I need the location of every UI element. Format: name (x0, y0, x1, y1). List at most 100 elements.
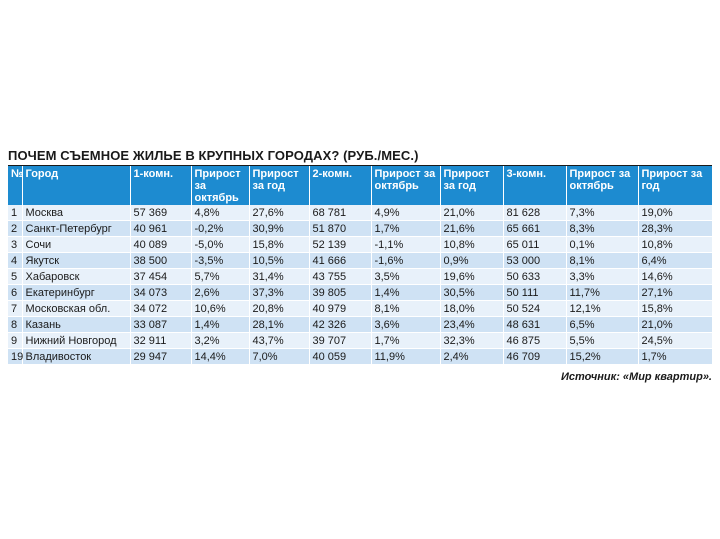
table-cell: 23,4% (439, 316, 503, 333)
table-cell: 50 633 (502, 268, 566, 285)
table-cell: 9 (8, 332, 22, 349)
table-cell: 46 709 (502, 348, 566, 365)
table-cell: 28,3% (637, 220, 712, 237)
table-cell: 8,3% (565, 220, 638, 237)
table-row: 1 Москва 57 369 4,8% 27,6% 68 781 4,9% 21,0% 81 … (8, 205, 712, 221)
table-cell: 19,0% (637, 205, 712, 221)
table-cell: 34 072 (129, 300, 191, 317)
table-cell: 5,5% (565, 332, 638, 349)
table-cell: 3 (8, 236, 22, 253)
table-cell: 12,1% (565, 300, 638, 317)
table-cell: 15,2% (565, 348, 638, 365)
table-cell: 18,0% (439, 300, 503, 317)
table-cell: 4,9% (370, 205, 440, 221)
city-cell: Якутск (21, 252, 130, 269)
table-cell: 29 947 (129, 348, 191, 365)
table-cell: 0,9% (439, 252, 503, 269)
table-cell: 21,6% (439, 220, 503, 237)
table-cell: 7,3% (565, 205, 638, 221)
column-header: № (8, 166, 23, 205)
table-cell: -0,2% (190, 220, 249, 237)
table-cell: 31,4% (248, 268, 309, 285)
column-header: Прирост за год (439, 166, 503, 205)
table-cell: 15,8% (248, 236, 309, 253)
rent-table-figure: ПОЧЕМ СЪЕМНОЕ ЖИЛЬЕ В КРУПНЫХ ГОРОДАХ? (… (8, 148, 712, 383)
column-header: 2-комн. (308, 166, 371, 205)
table-cell: 1,7% (637, 348, 712, 365)
column-header: Прирост за октябрь (565, 166, 638, 205)
table-cell: 3,5% (370, 268, 440, 285)
city-cell: Владивосток (21, 348, 130, 365)
city-cell: Казань (21, 316, 130, 333)
table-cell: 24,5% (637, 332, 712, 349)
table-cell: 10,8% (637, 236, 712, 253)
table-cell: 21,0% (637, 316, 712, 333)
table-cell: 39 805 (308, 284, 371, 301)
table-cell: 46 875 (502, 332, 566, 349)
table-cell: 15,8% (637, 300, 712, 317)
table-cell: 1,4% (190, 316, 249, 333)
table-cell: 21,0% (439, 205, 503, 221)
column-header: Прирост за октябрь (190, 166, 249, 205)
table-cell: 53 000 (502, 252, 566, 269)
table-cell: 51 870 (308, 220, 371, 237)
table-cell: 5,7% (190, 268, 249, 285)
table-cell: 39 707 (308, 332, 371, 349)
table-cell: 38 500 (129, 252, 191, 269)
table-title: ПОЧЕМ СЪЕМНОЕ ЖИЛЬЕ В КРУПНЫХ ГОРОДАХ? (… (8, 148, 712, 166)
table-cell: 11,7% (565, 284, 638, 301)
table-cell: 50 524 (502, 300, 566, 317)
city-cell: Хабаровск (21, 268, 130, 285)
column-header: Прирост за октябрь (370, 166, 440, 205)
table-cell: 1,7% (370, 332, 440, 349)
table-cell: 7 (8, 300, 22, 317)
table-row: 2 Санкт-Петербург 40 961 -0,2% 30,9% 51 870 1,… (8, 220, 712, 237)
table-cell: 3,2% (190, 332, 249, 349)
table-cell: 32,3% (439, 332, 503, 349)
table-cell: 27,6% (248, 205, 309, 221)
table-cell: 6,5% (565, 316, 638, 333)
city-cell: Нижний Новгород (21, 332, 130, 349)
table-cell: 6,4% (637, 252, 712, 269)
table-cell: 28,1% (248, 316, 309, 333)
table-cell: 7,0% (248, 348, 309, 365)
column-header: 1-комн. (129, 166, 191, 205)
table-cell: 41 666 (308, 252, 371, 269)
table-row: 6 Екатеринбург 34 073 2,6% 37,3% 39 805 1,4% 30… (8, 284, 712, 301)
table-cell: 50 111 (502, 284, 566, 301)
table-cell: 4,8% (190, 205, 249, 221)
table-cell: 1 (8, 205, 22, 221)
table-cell: -3,5% (190, 252, 249, 269)
table-cell: 43,7% (248, 332, 309, 349)
table-cell: 2,6% (190, 284, 249, 301)
table-cell: 43 755 (308, 268, 371, 285)
header-row: № Город 1-комн. Прирост за октябрь Прирост з… (8, 166, 712, 205)
table-cell: 8,1% (565, 252, 638, 269)
table-cell: 65 011 (502, 236, 566, 253)
table-cell: 65 661 (502, 220, 566, 237)
table-cell: 42 326 (308, 316, 371, 333)
table-cell: 1,7% (370, 220, 440, 237)
table-cell: 52 139 (308, 236, 371, 253)
table-cell: 4 (8, 252, 22, 269)
table-cell: 11,9% (370, 348, 440, 365)
city-cell: Московская обл. (21, 300, 130, 317)
table-cell: 1,4% (370, 284, 440, 301)
table-cell: -5,0% (190, 236, 249, 253)
table-cell: 0,1% (565, 236, 638, 253)
column-header: 3-комн. (502, 166, 566, 205)
column-header: Город (21, 166, 130, 205)
table-cell: 57 369 (129, 205, 191, 221)
table-header: № Город 1-комн. Прирост за октябрь Прирост з… (8, 166, 712, 205)
table-cell: 3,6% (370, 316, 440, 333)
table-cell: 30,5% (439, 284, 503, 301)
table-cell: 34 073 (129, 284, 191, 301)
table-row: 8 Казань 33 087 1,4% 28,1% 42 326 3,6% 23,4% 48 … (8, 316, 712, 333)
city-cell: Екатеринбург (21, 284, 130, 301)
table-cell: -1,1% (370, 236, 440, 253)
table-cell: 14,4% (190, 348, 249, 365)
city-cell: Сочи (21, 236, 130, 253)
table-cell: 6 (8, 284, 22, 301)
table-cell: 68 781 (308, 205, 371, 221)
table-cell: 32 911 (129, 332, 191, 349)
